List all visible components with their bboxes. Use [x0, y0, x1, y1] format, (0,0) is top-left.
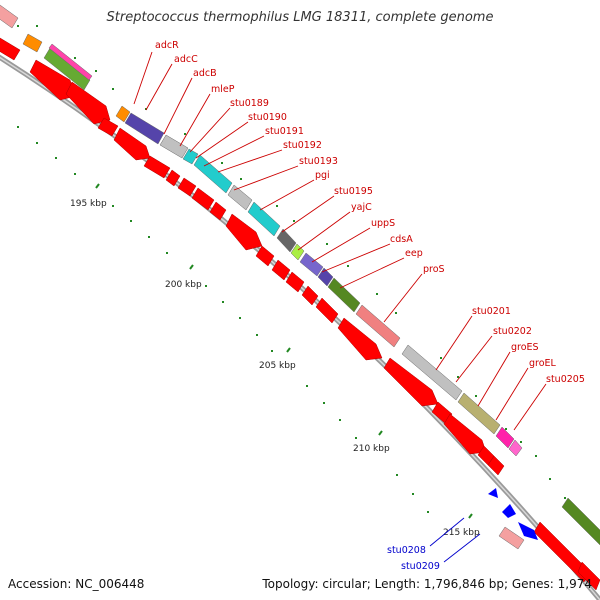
cds-arrows [0, 37, 600, 591]
cds-arrow [143, 155, 171, 179]
cds-arrow [29, 59, 77, 101]
feature-bar [327, 277, 361, 313]
feature-bar [299, 252, 324, 277]
gene-label: stu0202 [493, 326, 532, 337]
gene-label: stu0189 [230, 98, 269, 109]
reverse-cds-arrows [488, 488, 538, 540]
gene-label: groEL [529, 358, 557, 369]
cds-arrow [383, 357, 439, 407]
reverse-cds-arrow [502, 504, 516, 518]
cds-arrow [285, 271, 305, 293]
reverse-label-leaders [429, 517, 481, 563]
feature-bar [227, 184, 253, 211]
feature-bar [115, 105, 131, 123]
gene-label: pgi [315, 170, 330, 181]
feature-bar [317, 267, 334, 287]
cds-arrow [209, 201, 227, 221]
cds-arrow [577, 561, 600, 591]
cds-arrow [225, 213, 263, 251]
ruler-label: 215 kbp [443, 528, 480, 538]
feature-bar [22, 33, 43, 53]
ruler-label: 210 kbp [353, 444, 390, 454]
gene-label-reverse: stu0208 [387, 545, 426, 556]
cds-arrow [443, 413, 487, 455]
cds-arrow [191, 187, 215, 211]
cds-arrow [0, 37, 21, 61]
feature-bar [0, 4, 19, 29]
gene-label: adcR [155, 40, 179, 51]
feature-bar [193, 154, 233, 194]
cds-arrow [97, 117, 119, 137]
cds-arrow [165, 169, 181, 187]
topology-summary: Topology: circular; Length: 1,796,846 bp… [262, 577, 592, 591]
feature-bars [0, 4, 600, 550]
reverse-cds-arrow [518, 522, 538, 540]
feature-bar [48, 43, 93, 81]
gene-label: stu0190 [248, 112, 287, 123]
gene-label: adcC [174, 54, 198, 65]
ruler-label: 200 kbp [165, 280, 202, 290]
gene-label: cdsA [390, 234, 413, 245]
gene-label: stu0201 [472, 306, 511, 317]
feature-bar [276, 228, 297, 253]
feature-bar [457, 392, 501, 435]
tick-dots-outer [17, 25, 596, 539]
cds-arrow [301, 285, 319, 306]
gene-label: stu0192 [283, 140, 322, 151]
gene-label: stu0205 [546, 374, 585, 385]
feature-bar [124, 112, 165, 145]
tick-dots-inner [17, 126, 429, 513]
accession-text: Accession: NC_006448 [8, 577, 145, 591]
ruler-label: 195 kbp [70, 199, 107, 209]
feature-bar [355, 304, 401, 348]
feature-bar [498, 526, 525, 550]
cds-arrow [487, 455, 505, 476]
cds-arrow [315, 297, 339, 324]
gene-label: groES [511, 342, 539, 353]
gene-label: uppS [371, 218, 395, 229]
cds-arrow [113, 127, 151, 161]
gene-label: mleP [211, 84, 235, 95]
gene-label: stu0195 [334, 186, 373, 197]
feature-bar [495, 426, 515, 449]
gene-label: stu0193 [299, 156, 338, 167]
feature-bar [182, 148, 199, 165]
feature-bar [159, 134, 189, 159]
feature-bar [508, 439, 523, 457]
gene-label: stu0191 [265, 126, 304, 137]
feature-bar [401, 344, 463, 401]
gene-label: eep [405, 248, 423, 259]
feature-bar [561, 497, 600, 546]
gene-label: yajC [351, 202, 372, 213]
cds-arrow [337, 317, 383, 361]
cds-arrow [533, 521, 591, 583]
feature-bar [247, 201, 281, 237]
label-leaders [133, 51, 547, 431]
ruler-label: 205 kbp [259, 361, 296, 371]
cds-arrow [271, 259, 291, 281]
gene-label-reverse: stu0209 [401, 561, 440, 572]
cds-arrow [255, 245, 275, 267]
gene-label: proS [423, 264, 445, 275]
gene-label: adcB [193, 68, 217, 79]
reverse-cds-arrow [488, 488, 498, 498]
cds-arrow [177, 177, 197, 197]
genome-title: Streptococcus thermophilus LMG 18311, co… [106, 10, 494, 25]
major-ticks [95, 183, 473, 519]
